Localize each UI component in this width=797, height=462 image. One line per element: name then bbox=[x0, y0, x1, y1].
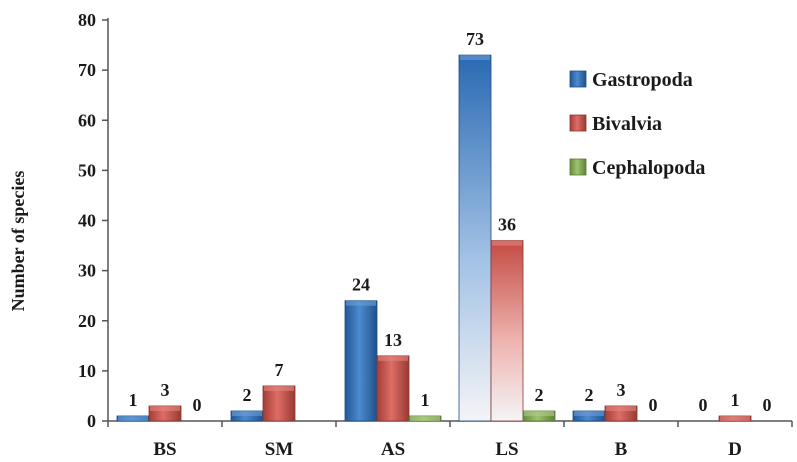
y-tick-label: 60 bbox=[78, 110, 96, 130]
bar-gastropoda-as bbox=[344, 300, 378, 422]
legend-label-bivalvia: Bivalvia bbox=[592, 113, 662, 135]
data-label-cephalopoda-as: 1 bbox=[421, 390, 430, 410]
bar-cap bbox=[264, 385, 294, 391]
bar-cap bbox=[492, 240, 522, 246]
bar-cap bbox=[118, 415, 148, 421]
x-tick-label: AS bbox=[381, 439, 405, 460]
data-label-cephalopoda-ls: 2 bbox=[535, 385, 544, 405]
data-label-gastropoda-d: 0 bbox=[699, 395, 708, 415]
legend-label-cephalopoda: Cephalopoda bbox=[592, 157, 705, 179]
x-tick-label: BS bbox=[153, 439, 176, 460]
y-axis-title: Number of species bbox=[8, 171, 28, 312]
data-label-gastropoda-bs: 1 bbox=[129, 390, 138, 410]
bar-bivalvia-ls bbox=[490, 240, 524, 422]
bar-cap bbox=[378, 355, 408, 361]
legend: Gastropoda Bivalvia Cephalopoda bbox=[569, 69, 705, 179]
bar-cap bbox=[720, 415, 750, 421]
x-tick-label: SM bbox=[265, 439, 294, 460]
legend-swatch-cephalopoda bbox=[569, 158, 587, 176]
data-label-gastropoda-ls: 73 bbox=[466, 29, 484, 49]
data-label-cephalopoda-bs: 0 bbox=[193, 395, 202, 415]
x-tick-label: D bbox=[728, 439, 742, 460]
data-label-bivalvia-ls: 36 bbox=[498, 215, 516, 235]
data-label-bivalvia-bs: 3 bbox=[161, 380, 170, 400]
bar-cap bbox=[460, 55, 490, 61]
legend-swatch-gastropoda bbox=[569, 70, 587, 88]
bars bbox=[116, 54, 783, 422]
data-label-gastropoda-as: 24 bbox=[352, 275, 370, 295]
data-label-bivalvia-b: 3 bbox=[617, 380, 626, 400]
bar-cap bbox=[410, 415, 440, 421]
bar-cap bbox=[232, 410, 262, 416]
y-tick-label: 0 bbox=[87, 411, 96, 431]
y-tick-label: 50 bbox=[78, 160, 96, 180]
y-tick-label: 10 bbox=[78, 361, 96, 381]
data-label-bivalvia-d: 1 bbox=[731, 390, 740, 410]
data-label-gastropoda-sm: 2 bbox=[243, 385, 252, 405]
bar-cap bbox=[524, 410, 554, 416]
x-tick-label: LS bbox=[495, 439, 518, 460]
bar-cap bbox=[574, 410, 604, 416]
data-label-cephalopoda-b: 0 bbox=[649, 395, 658, 415]
x-tick-labels: BS SM AS LS B D bbox=[153, 439, 741, 460]
bar-gastropoda-ls bbox=[458, 54, 492, 422]
y-tick-label: 20 bbox=[78, 311, 96, 331]
data-label-cephalopoda-d: 0 bbox=[763, 395, 772, 415]
bar-bivalvia-sm bbox=[262, 385, 296, 422]
y-tick-label: 80 bbox=[78, 10, 96, 30]
axes bbox=[102, 18, 793, 427]
y-tick-label: 30 bbox=[78, 261, 96, 281]
bar-cap bbox=[606, 405, 636, 411]
bar-bivalvia-as bbox=[376, 355, 410, 422]
data-label-bivalvia-sm: 7 bbox=[275, 360, 284, 380]
y-axis-title-group: Number of species bbox=[8, 171, 28, 312]
y-tick-label: 40 bbox=[78, 211, 96, 231]
x-tick-label: B bbox=[615, 439, 628, 460]
bar-cap bbox=[346, 300, 376, 306]
legend-label-gastropoda: Gastropoda bbox=[592, 69, 693, 91]
legend-swatch-bivalvia bbox=[569, 114, 587, 132]
y-tick-label: 70 bbox=[78, 60, 96, 80]
y-tick-labels: 0 10 20 30 40 50 60 70 80 bbox=[78, 10, 96, 431]
data-label-bivalvia-as: 13 bbox=[384, 330, 402, 350]
data-label-gastropoda-b: 2 bbox=[585, 385, 594, 405]
bar-cap bbox=[150, 405, 180, 411]
